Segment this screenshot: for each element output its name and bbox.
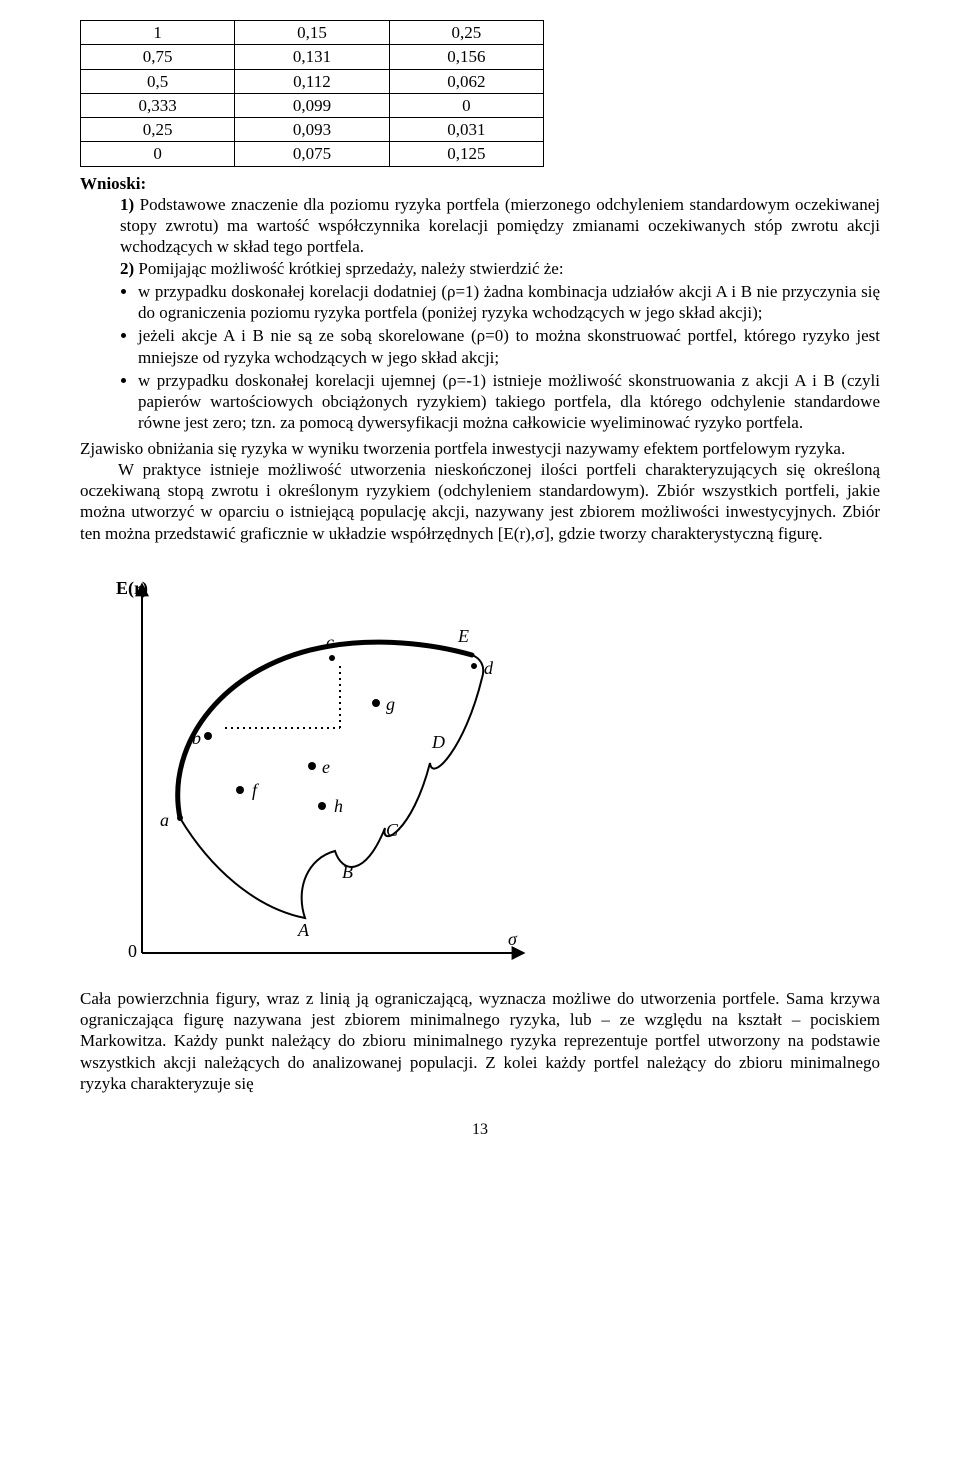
table-cell: 0,25 [389, 21, 543, 45]
table-cell: 0,131 [235, 45, 389, 69]
svg-text:g: g [386, 694, 395, 714]
conclusion-2: 2) Pomijając możliwość krótkiej sprzedaż… [80, 258, 880, 279]
svg-text:a: a [160, 810, 169, 830]
list-item: w przypadku doskonałej korelacji dodatni… [138, 281, 880, 324]
table-cell: 0,333 [81, 93, 235, 117]
svg-text:E(r): E(r) [116, 578, 148, 599]
table-row: 0,750,1310,156 [81, 45, 544, 69]
table-cell: 0,125 [389, 142, 543, 166]
svg-text:c: c [326, 632, 334, 652]
table-row: 00,0750,125 [81, 142, 544, 166]
conclusion-bullets: w przypadku doskonałej korelacji dodatni… [80, 281, 880, 434]
table-cell: 0,75 [81, 45, 235, 69]
table-cell: 1 [81, 21, 235, 45]
svg-text:σ: σ [508, 929, 518, 949]
conclusion-1-prefix: 1) [120, 195, 134, 214]
list-item: jeżeli akcje A i B nie są ze sobą skorel… [138, 325, 880, 368]
list-item: w przypadku doskonałej korelacji ujemnej… [138, 370, 880, 434]
table-row: 0,3330,0990 [81, 93, 544, 117]
table-cell: 0 [389, 93, 543, 117]
table-cell: 0,099 [235, 93, 389, 117]
table-cell: 0,075 [235, 142, 389, 166]
svg-text:h: h [334, 796, 343, 816]
table-cell: 0,5 [81, 69, 235, 93]
table-cell: 0,031 [389, 118, 543, 142]
svg-text:C: C [386, 820, 399, 840]
table-cell: 0,25 [81, 118, 235, 142]
svg-text:B: B [342, 862, 353, 882]
conclusion-2-text: Pomijając możliwość krótkiej sprzedaży, … [134, 259, 563, 278]
table-row: 10,150,25 [81, 21, 544, 45]
svg-text:b: b [192, 728, 201, 748]
page-container: 10,150,250,750,1310,1560,50,1120,0620,33… [0, 0, 960, 1180]
markowitz-figure: E(r)σ0abcdEefghDCBA [80, 558, 880, 978]
table-cell: 0,112 [235, 69, 389, 93]
svg-text:D: D [431, 732, 445, 752]
table-cell: 0,156 [389, 45, 543, 69]
caption-paragraph: Cała powierzchnia figury, wraz z linią j… [80, 988, 880, 1094]
conclusion-1: 1) Podstawowe znaczenie dla poziomu ryzy… [80, 194, 880, 258]
table-cell: 0,062 [389, 69, 543, 93]
table-row: 0,250,0930,031 [81, 118, 544, 142]
svg-text:E: E [457, 626, 469, 646]
paragraph-effect: Zjawisko obniżania się ryzyka w wyniku t… [80, 438, 880, 459]
table-row: 0,50,1120,062 [81, 69, 544, 93]
table-cell: 0,15 [235, 21, 389, 45]
wnioski-heading: Wnioski: [80, 173, 880, 194]
svg-text:0: 0 [128, 941, 137, 961]
conclusion-1-text: Podstawowe znaczenie dla poziomu ryzyka … [120, 195, 880, 257]
svg-text:A: A [297, 920, 310, 940]
table-cell: 0 [81, 142, 235, 166]
paragraph-practice: W praktyce istnieje możliwość utworzenia… [80, 459, 880, 544]
conclusion-2-prefix: 2) [120, 259, 134, 278]
data-table: 10,150,250,750,1310,1560,50,1120,0620,33… [80, 20, 544, 167]
table-cell: 0,093 [235, 118, 389, 142]
page-number: 13 [80, 1120, 880, 1140]
svg-text:d: d [484, 658, 494, 678]
svg-text:e: e [322, 757, 330, 777]
